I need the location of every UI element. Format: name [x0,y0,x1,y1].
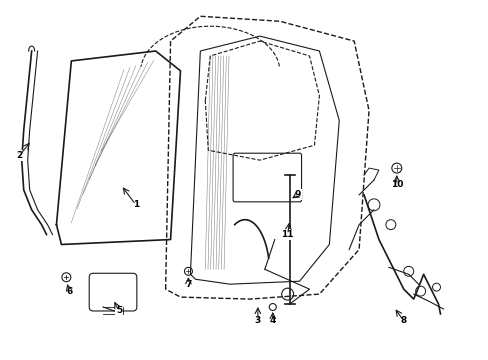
Text: 9: 9 [294,190,300,199]
Text: 7: 7 [185,280,191,289]
Text: 6: 6 [66,287,72,296]
Text: 3: 3 [254,316,261,325]
Text: 8: 8 [400,316,406,325]
Text: 11: 11 [281,230,293,239]
Text: 2: 2 [17,151,23,160]
Text: 5: 5 [116,306,122,315]
Text: 4: 4 [269,316,275,325]
Text: 1: 1 [132,200,139,209]
Text: 10: 10 [390,180,402,189]
